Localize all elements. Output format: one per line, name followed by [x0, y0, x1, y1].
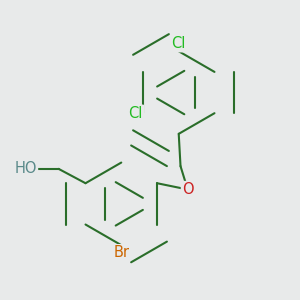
Text: HO: HO — [14, 161, 37, 176]
Text: Cl: Cl — [172, 36, 186, 51]
Text: Cl: Cl — [129, 106, 143, 121]
Text: Br: Br — [113, 245, 129, 260]
Text: O: O — [182, 182, 194, 197]
